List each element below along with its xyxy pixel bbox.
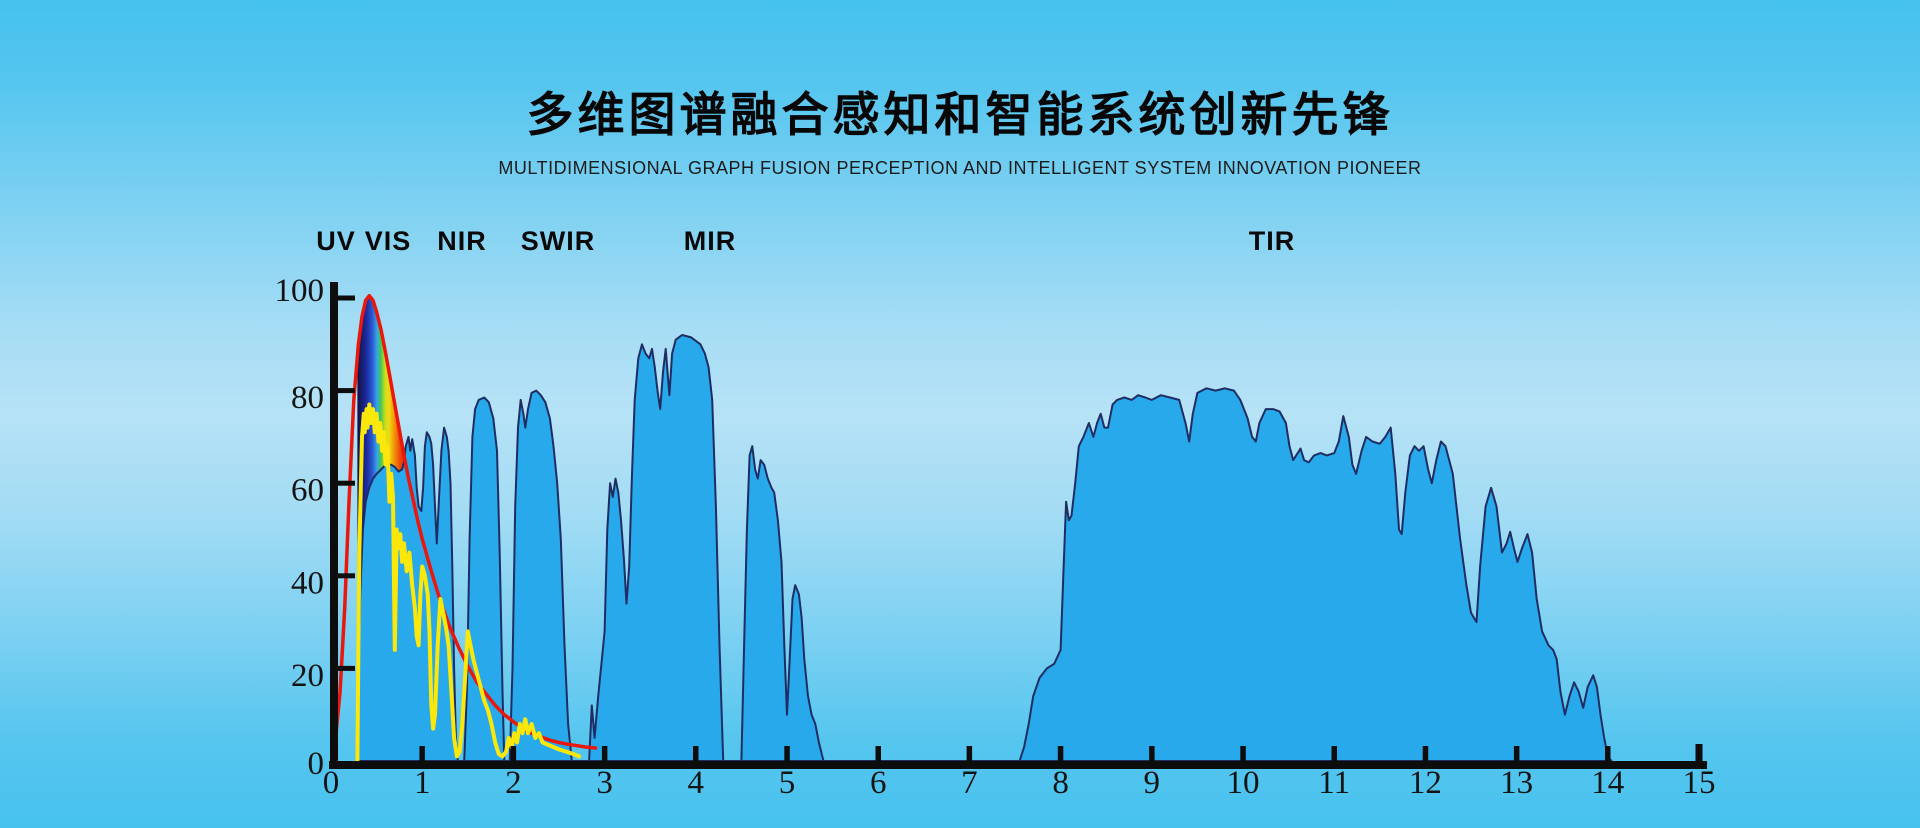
spectral-band-labels: UV VIS NIR SWIR MIR TIR [0, 226, 1920, 258]
svg-text:40: 40 [291, 565, 324, 601]
svg-text:11: 11 [1318, 765, 1350, 801]
svg-text:12: 12 [1409, 765, 1442, 801]
band-label-tir: TIR [1248, 226, 1296, 256]
band-label-uv: UV [316, 226, 356, 256]
band-label-swir: SWIR [520, 226, 596, 256]
svg-text:14: 14 [1591, 765, 1624, 801]
svg-text:10: 10 [1227, 765, 1260, 801]
svg-text:2: 2 [505, 765, 522, 801]
band-label-vis: VIS [364, 226, 412, 256]
svg-text:1: 1 [414, 765, 431, 801]
svg-text:0: 0 [308, 746, 325, 782]
svg-text:4: 4 [688, 765, 705, 801]
svg-text:60: 60 [291, 473, 324, 509]
svg-text:13: 13 [1500, 765, 1533, 801]
visible-spectrum-peak [357, 295, 407, 720]
svg-text:80: 80 [291, 380, 324, 416]
page-title: 多维图谱融合感知和智能系统创新先锋 [526, 88, 1394, 143]
svg-text:5: 5 [779, 765, 796, 801]
svg-text:8: 8 [1052, 765, 1069, 801]
svg-text:3: 3 [596, 765, 613, 801]
transmission-area [355, 334, 1613, 762]
axis-ticks [338, 295, 1703, 761]
svg-text:100: 100 [275, 273, 325, 309]
band-label-mir: MIR [683, 226, 737, 256]
svg-text:0: 0 [323, 765, 340, 801]
svg-text:15: 15 [1683, 765, 1716, 801]
svg-text:9: 9 [1144, 765, 1161, 801]
y-axis [330, 282, 338, 769]
svg-text:6: 6 [870, 765, 887, 801]
band-label-nir: NIR [437, 226, 487, 256]
svg-text:7: 7 [961, 765, 978, 801]
solar-irradiance-curve [355, 402, 582, 763]
page-subtitle: MULTIDIMENSIONAL GRAPH FUSION PERCEPTION… [498, 158, 1422, 178]
svg-text:20: 20 [291, 658, 324, 694]
x-axis [329, 761, 1707, 769]
